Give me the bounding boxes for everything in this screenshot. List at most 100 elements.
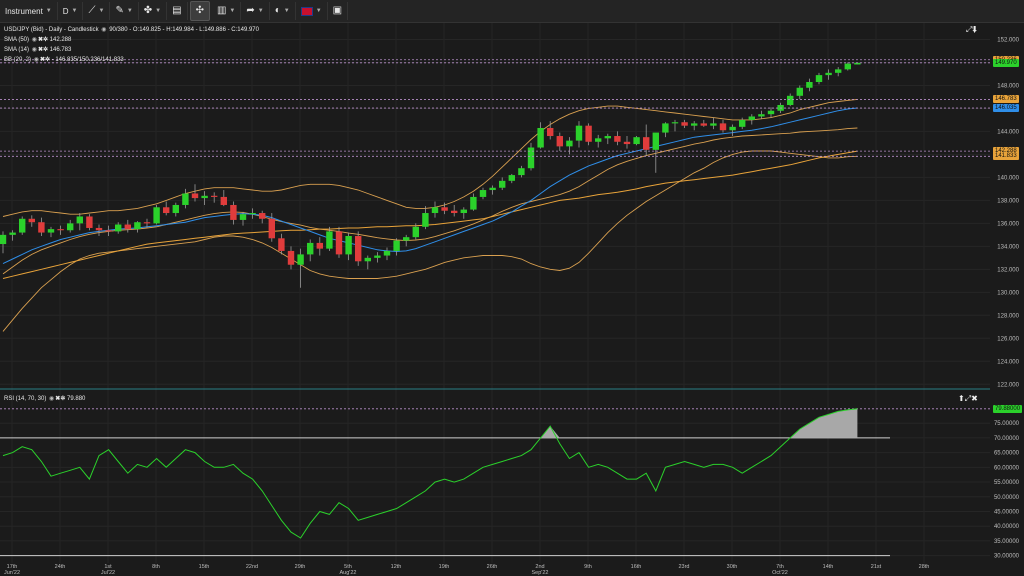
layout-button[interactable]: ▤ <box>167 2 188 20</box>
chevron-down-icon: ▼ <box>229 8 236 14</box>
settings-icon[interactable]: ✲ <box>60 396 66 402</box>
rsi-tick-label: 60.00000 <box>994 465 1020 471</box>
price-tick-label: 152.000 <box>997 37 1019 43</box>
candle-body <box>806 82 813 88</box>
visibility-icon[interactable]: ◉ <box>49 396 55 402</box>
candle-body <box>767 110 775 115</box>
candle-body <box>383 250 391 256</box>
candle-body <box>633 137 640 145</box>
date-label: 19th <box>439 564 450 570</box>
price-tick-label: 128.000 <box>997 313 1019 319</box>
line-tool-button[interactable]: ⟋ ▼ <box>83 2 111 20</box>
line-tool-icon: ⟋ <box>88 5 96 16</box>
sma50-legend: SMA (50) ◉✖✲ 142.288 <box>4 36 71 43</box>
candle-body <box>182 193 189 205</box>
objects-tool-button[interactable]: ✤ ▼ <box>139 2 168 20</box>
chevron-down-icon: ▼ <box>283 8 290 14</box>
candle-body <box>278 238 285 251</box>
sma50-value: 142.288 <box>49 37 72 43</box>
timeframe-selector[interactable]: D ▼ <box>58 2 84 20</box>
objects-icon: ✤ <box>143 5 153 16</box>
candle-body <box>652 132 659 150</box>
price-tick-label: 134.000 <box>997 244 1019 250</box>
rsi-tick-label: 65.00000 <box>994 451 1020 457</box>
candle-body <box>460 209 467 214</box>
price-tick-label: 132.000 <box>997 267 1019 273</box>
chevron-down-icon: ▼ <box>257 8 264 14</box>
maximize-icon[interactable]: ⤢ <box>966 25 973 34</box>
bb-upper-line <box>2 98 858 217</box>
candle-body <box>787 95 794 105</box>
candle-body <box>105 230 112 232</box>
candle-body <box>604 136 611 139</box>
share-button[interactable]: ➦ ▼ <box>241 2 270 20</box>
candle-body <box>796 87 803 96</box>
remove-icon[interactable]: ✖ <box>37 37 43 43</box>
remove-icon[interactable]: ✖ <box>39 57 45 63</box>
language-button[interactable]: ▼ <box>296 2 328 20</box>
remove-icon[interactable]: ✖ <box>55 396 61 402</box>
price-axis-tag: 146.035 <box>993 104 1019 113</box>
rsi-tick-label: 40.00000 <box>994 524 1020 530</box>
settings-icon[interactable]: ✲ <box>44 57 50 63</box>
candle-body <box>643 137 650 150</box>
rsi-tick-label: 70.00000 <box>994 436 1020 442</box>
date-label: 17th <box>7 564 18 570</box>
settings-icon[interactable]: ✲ <box>42 37 48 43</box>
price-axis-tag: 146.783 <box>993 95 1019 104</box>
maximize-icon[interactable]: ⤢ <box>964 394 972 403</box>
moving-averages <box>2 107 858 279</box>
close-icon[interactable]: ✖ <box>971 394 978 403</box>
layout-icon: ▤ <box>172 5 182 16</box>
settings-icon[interactable]: ✲ <box>42 47 48 53</box>
chart-background <box>0 23 1024 576</box>
candle-body <box>585 125 592 142</box>
move-down-icon[interactable]: ⬇ <box>972 25 978 34</box>
candle-body <box>412 226 419 238</box>
move-up-icon[interactable]: ⬆ <box>958 394 965 403</box>
candle-body <box>47 229 55 233</box>
candle-body <box>220 196 227 205</box>
chart-area[interactable]: 152.000150.000148.000146.000144.000142.0… <box>0 23 1024 576</box>
candle-body <box>518 168 525 176</box>
candle-body <box>191 193 199 199</box>
visibility-icon[interactable]: ◉ <box>33 57 39 63</box>
instrument-label: Instrument <box>5 6 43 16</box>
remove-icon[interactable]: ✖ <box>37 47 43 53</box>
ohlc-text: 90/380 - O:149.825 - H:149.984 - L:149.8… <box>109 27 259 33</box>
visibility-icon[interactable]: ◉ <box>31 47 37 53</box>
candle-body <box>671 122 679 124</box>
candle-body <box>479 190 487 197</box>
candle-body <box>691 123 698 126</box>
instrument-selector[interactable]: Instrument ▼ <box>0 2 58 20</box>
visibility-icon[interactable]: ◉ <box>101 27 107 33</box>
price-tick-label: 144.000 <box>997 129 1019 135</box>
visibility-icon[interactable]: ◉ <box>31 37 37 43</box>
candle-body <box>710 123 717 126</box>
crosshair-button[interactable]: ✣ <box>189 1 210 21</box>
theme-button[interactable]: ◐ ▼ <box>270 2 296 20</box>
date-label: 21st <box>871 564 882 570</box>
candle-body <box>815 75 823 83</box>
rsi-tick-label: 30.00000 <box>994 554 1020 560</box>
price-tick-label: 126.000 <box>997 336 1019 342</box>
candle-body <box>623 141 631 145</box>
candle-body <box>537 127 544 148</box>
candle-body <box>0 234 7 245</box>
sma14-legend: SMA (14) ◉✖✲ 146.783 <box>4 46 71 53</box>
candle-body <box>307 242 314 255</box>
screenshot-icon: ▣ <box>332 5 343 16</box>
top-toolbar: Instrument ▼ D ▼ ⟋ ▼ ✎ ▼ ✤ ▼ ▤ ✣ ▥ ▼ ➦ ▼ ◐ ▼ ▼ ▣ <box>0 0 1024 23</box>
rsi-axis-tag: 79.88000 <box>993 404 1023 413</box>
sma14-value: 146.783 <box>49 47 72 53</box>
candle-body <box>470 196 477 210</box>
date-label: 15th <box>199 564 210 570</box>
candle-body <box>595 138 602 142</box>
brush-tool-button[interactable]: ✎ ▼ <box>110 2 139 20</box>
sma50-line <box>2 150 858 279</box>
candle-body <box>489 187 496 191</box>
candle-body <box>249 213 256 215</box>
screenshot-button[interactable]: ▣ <box>328 2 349 20</box>
chart-type-button[interactable]: ▥ ▼ <box>212 2 242 20</box>
candle-body <box>201 195 208 199</box>
